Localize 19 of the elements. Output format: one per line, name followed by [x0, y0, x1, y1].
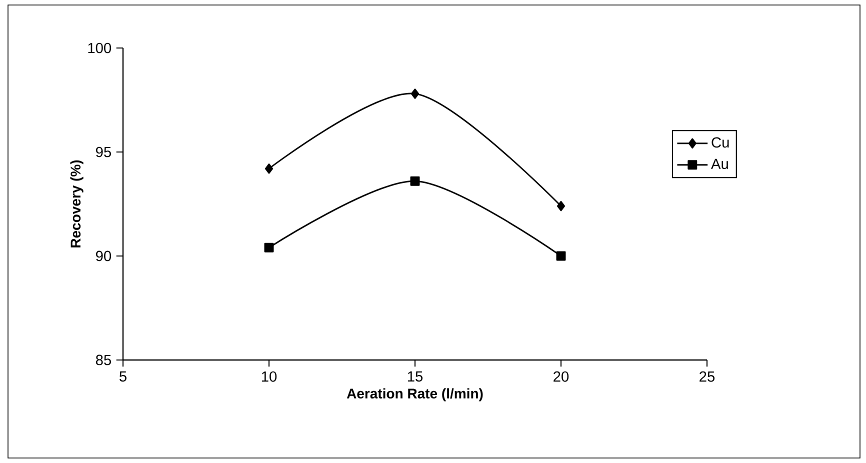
y-axis-title: Recovery (%) — [70, 160, 84, 248]
point — [264, 163, 274, 174]
point — [556, 251, 566, 261]
point — [410, 176, 420, 186]
x-tick-label: 5 — [120, 371, 126, 382]
point — [556, 200, 566, 212]
point — [410, 88, 420, 99]
y-tick-label: 95 — [96, 146, 111, 158]
x-tick-label: 25 — [700, 371, 715, 382]
y-tick-label: 90 — [96, 250, 112, 262]
point — [264, 242, 274, 252]
y-tick-label: 85 — [96, 354, 111, 366]
y-tick-label: 100 — [88, 42, 112, 54]
x-tick-label: 20 — [554, 371, 569, 382]
x-tick-label: 15 — [408, 371, 423, 382]
legend-label: Au — [711, 158, 728, 170]
x-tick-label: 10 — [262, 371, 277, 382]
legend-label: Cu — [712, 137, 729, 148]
x-axis-title: Aeration Rate (l/min) — [346, 388, 483, 402]
